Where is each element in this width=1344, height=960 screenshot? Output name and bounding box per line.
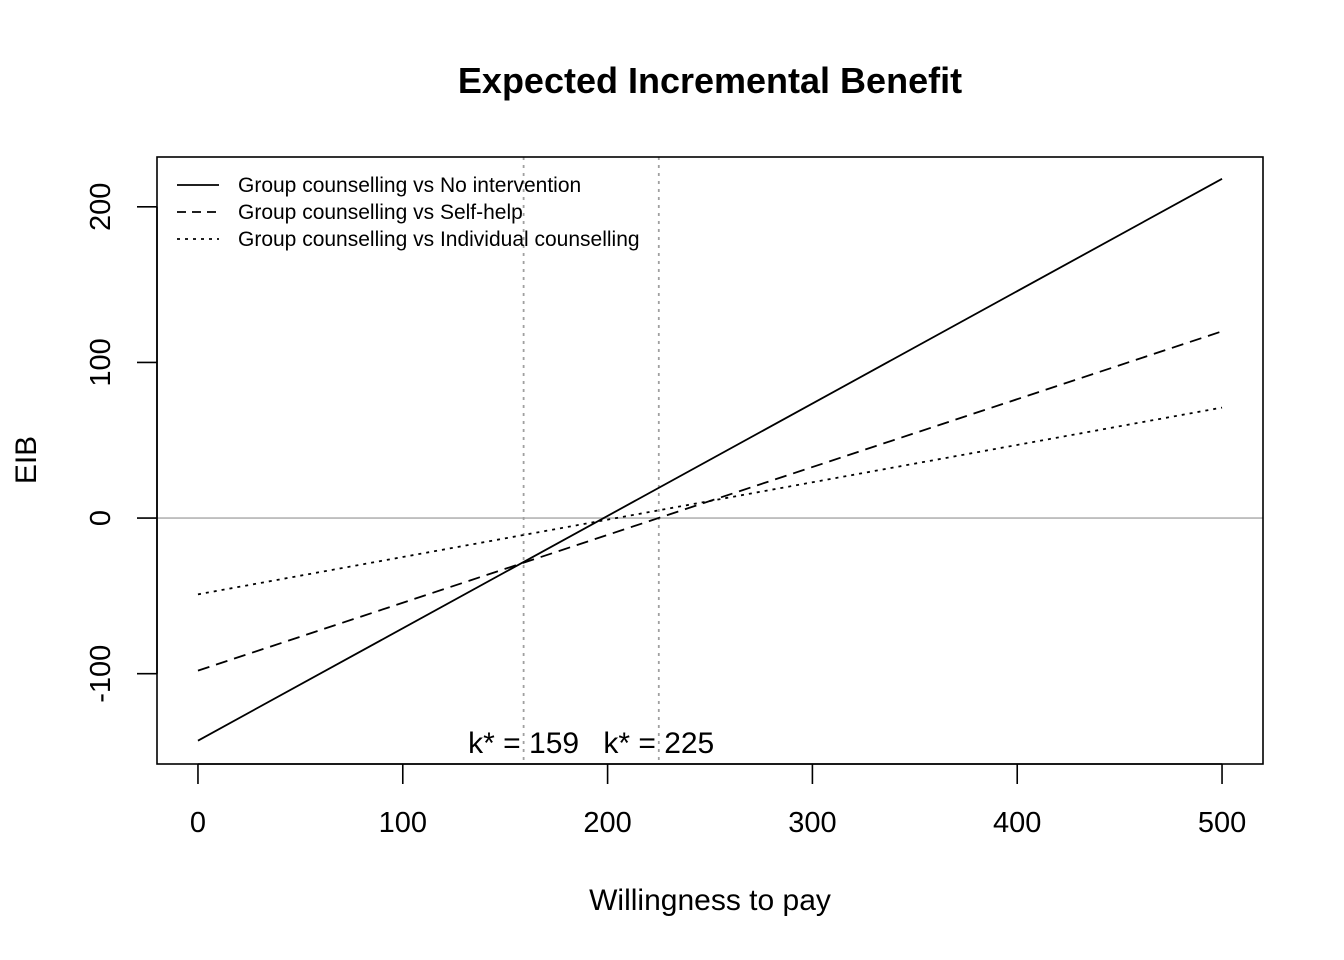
x-tick-label: 0: [190, 807, 206, 839]
series-line-3: [197, 406, 1223, 596]
y-axis-label: EIB: [10, 436, 43, 484]
plot-area: [157, 157, 1263, 764]
y-tick-label: 100: [85, 338, 117, 386]
chart-title: Expected Incremental Benefit: [458, 60, 962, 101]
x-tick-label: 200: [583, 807, 631, 839]
y-tick-label: 0: [85, 510, 117, 526]
legend-label-2: Group counselling vs Self-help: [238, 201, 523, 224]
x-axis: 0 100 200 300 400 500: [190, 763, 1246, 839]
breakeven-label-1: k* = 159: [468, 727, 579, 760]
y-tick-label: -100: [85, 645, 117, 703]
y-tick-label: 200: [85, 183, 117, 231]
x-tick-label: 500: [1198, 807, 1246, 839]
series-line-1: [197, 178, 1223, 742]
x-tick-label: 100: [379, 807, 427, 839]
breakeven-annotations: k* = 159 k* = 225: [468, 727, 714, 760]
legend-label-3: Group counselling vs Individual counsell…: [238, 228, 640, 251]
y-axis: -100 0 100 200: [85, 183, 158, 703]
legend-label-1: Group counselling vs No intervention: [238, 174, 581, 197]
breakeven-label-2: k* = 225: [603, 727, 714, 760]
x-axis-label: Willingness to pay: [589, 884, 831, 917]
x-tick-label: 400: [993, 807, 1041, 839]
legend: Group counselling vs No intervention Grou…: [177, 174, 640, 251]
x-tick-label: 300: [788, 807, 836, 839]
